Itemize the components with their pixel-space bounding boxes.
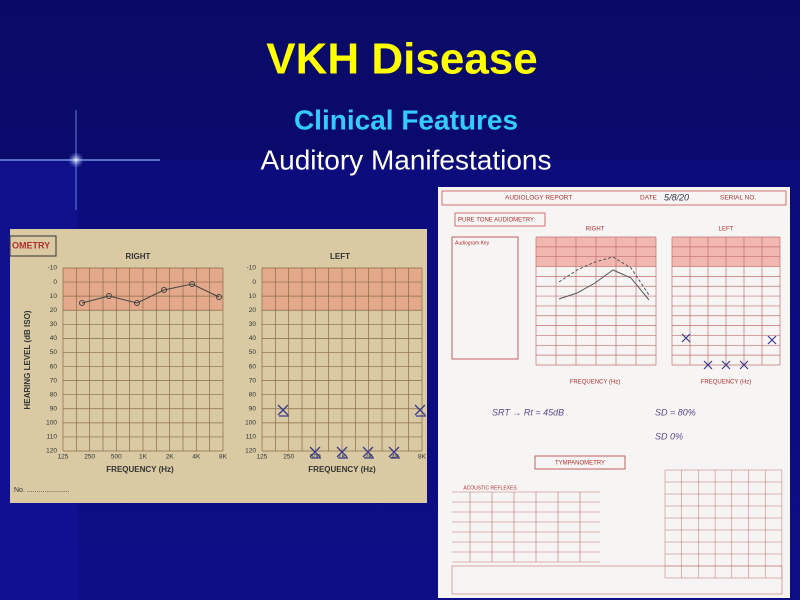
x-tick-label: 250 bbox=[283, 454, 294, 461]
hand-symbol bbox=[189, 281, 195, 287]
hand-symbol bbox=[739, 360, 749, 370]
serial-label: SERIAL NO. bbox=[720, 195, 756, 202]
hand-trace bbox=[81, 283, 220, 304]
handwritten-note: SRT → Rt = 45dB bbox=[492, 407, 564, 417]
handwritten-note: SD 0% bbox=[655, 431, 683, 441]
report-image: AUDIOLOGY REPORT DATE 5/8/20 SERIAL NO. … bbox=[438, 187, 790, 598]
y-tick-label: 50 bbox=[249, 349, 257, 356]
y-tick-label: 120 bbox=[46, 448, 57, 455]
y-tick-label: 0 bbox=[252, 279, 256, 286]
x-tick-label: 125 bbox=[58, 454, 69, 461]
footer-text: No. ...................... bbox=[14, 487, 70, 494]
y-tick-label: 60 bbox=[50, 363, 58, 370]
y-tick-label: 10 bbox=[50, 293, 58, 300]
hand-symbol bbox=[388, 446, 400, 459]
y-tick-label: 10 bbox=[249, 293, 257, 300]
x-tick-label: 2K bbox=[365, 454, 374, 461]
hand-symbol bbox=[277, 404, 289, 417]
hand-trace bbox=[558, 256, 650, 296]
x-tick-label: 1K bbox=[338, 454, 347, 461]
report-header-box bbox=[441, 190, 787, 206]
y-tick-label: 70 bbox=[249, 377, 257, 384]
y-tick-label: 110 bbox=[47, 434, 58, 441]
y-tick-label: 100 bbox=[245, 420, 256, 427]
hand-symbol bbox=[336, 446, 348, 459]
y-tick-label: 30 bbox=[50, 321, 58, 328]
hand-symbol bbox=[362, 446, 374, 459]
hand-symbol bbox=[721, 360, 731, 370]
y-tick-label: 80 bbox=[249, 391, 257, 398]
x-tick-label: 8K bbox=[418, 454, 427, 461]
y-tick-label: 30 bbox=[249, 321, 257, 328]
hand-symbol bbox=[134, 300, 140, 306]
hand-trace bbox=[558, 269, 650, 301]
hand-symbol bbox=[309, 446, 321, 459]
y-tick-label: 100 bbox=[46, 420, 57, 427]
y-tick-label: 90 bbox=[249, 405, 257, 412]
hand-symbol bbox=[79, 300, 85, 306]
y-tick-label: 70 bbox=[50, 377, 58, 384]
x-tick-label: 500 bbox=[310, 454, 321, 461]
form-box bbox=[451, 565, 783, 595]
slide-subtitle: Clinical Features bbox=[294, 104, 518, 135]
y-tick-label: 110 bbox=[246, 434, 257, 441]
x-tick-label: 4K bbox=[192, 454, 201, 461]
y-axis-label: HEARING LEVEL (dB ISO) bbox=[23, 310, 32, 409]
report-title: AUDIOLOGY REPORT bbox=[505, 195, 572, 202]
x-tick-label: 500 bbox=[111, 454, 122, 461]
x-tick-label: 250 bbox=[84, 454, 95, 461]
section-title: PURE TONE AUDIOMETRY bbox=[458, 218, 534, 224]
header-text: OMETRY bbox=[12, 240, 50, 250]
x-axis-label: FREQUENCY (Hz) bbox=[106, 465, 174, 474]
x-tick-label: 4K bbox=[391, 454, 400, 461]
section-title: TYMPANOMETRY bbox=[555, 461, 605, 467]
y-tick-label: 20 bbox=[50, 307, 58, 314]
y-tick-label: 50 bbox=[50, 349, 58, 356]
section-title: ACOUSTIC REFLEXES bbox=[463, 485, 517, 491]
y-tick-label: 90 bbox=[50, 405, 58, 412]
y-tick-label: 40 bbox=[50, 335, 58, 342]
x-axis-label: FREQUENCY (Hz) bbox=[308, 465, 376, 474]
x-tick-label: 1K bbox=[139, 454, 148, 461]
y-tick-label: 20 bbox=[249, 307, 257, 314]
x-tick-label: 8K bbox=[219, 454, 228, 461]
y-tick-label: 60 bbox=[249, 363, 257, 370]
slide-heading: Auditory Manifestations bbox=[260, 144, 551, 175]
section-box bbox=[534, 455, 626, 470]
audiogram-image: OMETRY RIGHT LEFT HEARING LEVEL (dB ISO)… bbox=[9, 229, 427, 503]
x-tick-label: 2K bbox=[166, 454, 175, 461]
hand-symbol bbox=[161, 287, 167, 293]
x-axis-label: FREQUENCY (Hz) bbox=[701, 380, 752, 386]
hand-symbol bbox=[767, 335, 777, 345]
hand-symbol bbox=[681, 333, 691, 343]
hand-symbol bbox=[414, 404, 426, 417]
slide-title: VKH Disease bbox=[266, 35, 537, 84]
y-tick-label: 0 bbox=[53, 279, 57, 286]
y-tick-label: -10 bbox=[48, 265, 58, 272]
key-box bbox=[451, 236, 519, 360]
y-tick-label: 120 bbox=[245, 448, 256, 455]
ear-label: LEFT bbox=[719, 227, 734, 233]
section-box bbox=[454, 212, 546, 227]
date-label: DATE bbox=[640, 195, 658, 202]
header-box bbox=[9, 235, 57, 257]
date-value: 5/8/20 bbox=[664, 192, 689, 202]
ear-label: RIGHT bbox=[126, 252, 151, 261]
flare bbox=[68, 152, 84, 168]
ear-label: LEFT bbox=[330, 252, 350, 261]
x-tick-label: 125 bbox=[257, 454, 268, 461]
hand-symbol bbox=[703, 360, 713, 370]
y-tick-label: -10 bbox=[247, 265, 257, 272]
x-axis-label: FREQUENCY (Hz) bbox=[570, 380, 621, 386]
key-title: Audiogram Key bbox=[455, 240, 490, 246]
ear-label: RIGHT bbox=[586, 227, 605, 233]
hand-symbol bbox=[106, 293, 112, 299]
y-tick-label: 80 bbox=[50, 391, 58, 398]
y-tick-label: 40 bbox=[249, 335, 257, 342]
hand-symbol bbox=[216, 294, 222, 300]
handwritten-note: SD = 80% bbox=[655, 407, 696, 417]
